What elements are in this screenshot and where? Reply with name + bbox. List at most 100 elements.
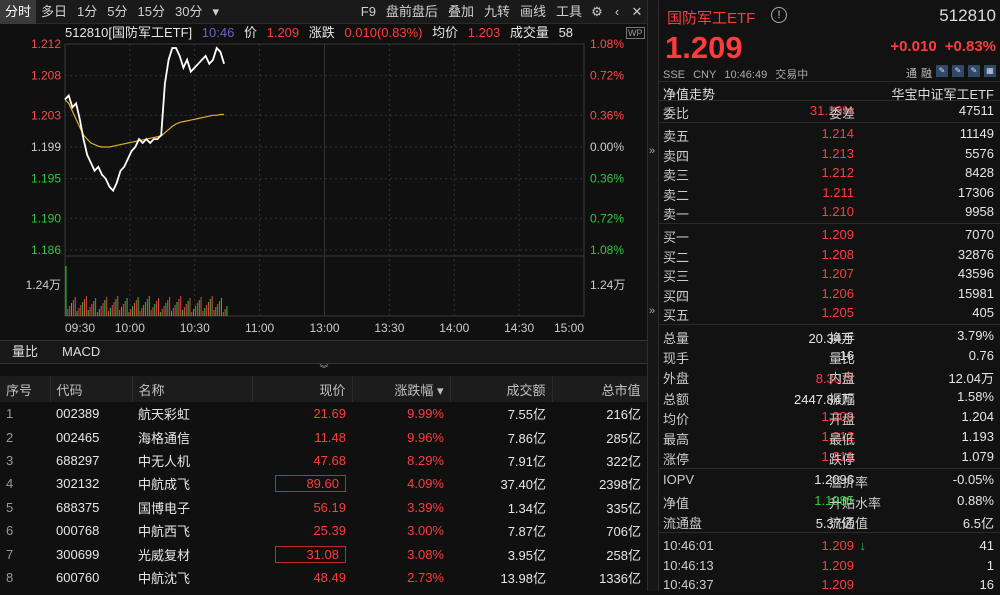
stat-value: -0.05% bbox=[952, 472, 994, 488]
chevron-down-icon[interactable]: ▾ bbox=[212, 3, 219, 19]
f9-button[interactable]: F9 bbox=[360, 3, 376, 19]
cell-code: 000768 bbox=[50, 519, 132, 542]
edit-icon[interactable]: ✎ bbox=[936, 65, 948, 77]
cell-cap: 258亿 bbox=[552, 542, 647, 565]
x-tick-label: 14:00 bbox=[439, 321, 469, 335]
col-cap[interactable]: 总市值 bbox=[552, 376, 648, 402]
tab-multiday[interactable]: 多日 bbox=[41, 3, 68, 19]
cell-change-pct: 9.99% bbox=[352, 402, 450, 425]
ask-level-row: 卖三 1.212 8428 bbox=[659, 163, 1000, 183]
overlay-button[interactable]: 叠加 bbox=[447, 3, 474, 19]
nav-trend-link[interactable]: 净值走势 bbox=[663, 87, 716, 102]
cell-amount: 7.55亿 bbox=[450, 402, 552, 425]
stat-value: 1.193 bbox=[961, 429, 994, 444]
pre-post-market-button[interactable]: 盘前盘后 bbox=[385, 3, 438, 19]
cell-no: 4 bbox=[0, 472, 50, 495]
tab-intraday[interactable]: 分时 bbox=[0, 0, 37, 24]
bid-label: 买四 bbox=[663, 288, 690, 304]
cell-change-pct-text: 3.00% bbox=[407, 523, 444, 539]
tools-button[interactable]: 工具 bbox=[555, 3, 582, 19]
indicator-tabs: 量比 MACD bbox=[0, 340, 647, 364]
volume-axis-label: 1.24万 bbox=[26, 278, 61, 292]
index-name[interactable]: 华宝中证军工ETF bbox=[891, 87, 994, 102]
close-icon[interactable]: ✕ bbox=[631, 3, 643, 19]
nine-turn-button[interactable]: 九转 bbox=[483, 3, 510, 19]
cell-no-text: 1 bbox=[6, 406, 14, 422]
cell-amount-text: 3.95亿 bbox=[507, 547, 546, 563]
col-name[interactable]: 名称 bbox=[132, 376, 253, 402]
quote-row: 总额 2447.84万 振幅 1.58% bbox=[659, 387, 1000, 407]
edit-icon[interactable]: ✎ bbox=[968, 65, 980, 77]
cell-code-text: 688297 bbox=[56, 452, 100, 468]
quote-row: 均价 1.203 开盘 1.204 bbox=[659, 407, 1000, 427]
trading-status: 交易中 bbox=[775, 69, 809, 81]
cell-change-pct: 3.08% bbox=[352, 542, 450, 565]
expand-icon[interactable]: » bbox=[649, 305, 656, 317]
cell-amount: 3.95亿 bbox=[450, 542, 552, 565]
stat-label: 外盘 bbox=[663, 371, 690, 387]
cell-code-text: 688375 bbox=[56, 499, 100, 515]
price-change: +0.010 +0.83% bbox=[882, 38, 996, 55]
tab-1min[interactable]: 1分 bbox=[77, 3, 98, 19]
tab-macd[interactable]: MACD bbox=[62, 344, 101, 359]
col-amount[interactable]: 成交额 bbox=[450, 376, 553, 402]
table-row[interactable]: 3 688297 中无人机 47.68 8.29% 7.91亿 322亿 bbox=[0, 449, 647, 472]
ask-level-row: 卖一 1.210 9958 bbox=[659, 202, 1000, 222]
tick-price: 1.209 bbox=[821, 557, 854, 573]
ask-price: 1.210 bbox=[821, 204, 854, 220]
tick-volume: 1 bbox=[986, 557, 994, 573]
security-name[interactable]: 国防军工ETF bbox=[667, 10, 756, 27]
cell-cap-text: 335亿 bbox=[606, 500, 641, 516]
divider-line bbox=[659, 532, 1000, 533]
expand-icon[interactable]: » bbox=[649, 145, 656, 157]
chart-time: 10:46 bbox=[201, 25, 235, 40]
edit-icon[interactable]: ✎ bbox=[952, 65, 964, 77]
table-row[interactable]: 7 300699 光威复材 31.08 3.08% 3.95亿 258亿 bbox=[0, 542, 647, 565]
wp-badge[interactable]: WP bbox=[626, 27, 645, 39]
intraday-chart[interactable]: 1.212 1.08% 1.208 0.72% 1.203 0.36% 1.199 0.00%… bbox=[0, 24, 647, 340]
col-price[interactable]: 现价 bbox=[252, 376, 353, 402]
table-row[interactable]: 8 600760 中航沈飞 48.49 2.73% 13.98亿 1336亿 bbox=[0, 566, 647, 589]
panel-icons: 通 融 ✎ ✎ ✎ ▦ bbox=[906, 65, 996, 81]
info-icon[interactable]: ! bbox=[771, 7, 787, 23]
tab-15min[interactable]: 15分 bbox=[137, 3, 165, 19]
gear-icon[interactable]: ⚙ bbox=[591, 3, 603, 19]
table-row[interactable]: 2 002465 海格通信 11.48 9.96% 7.86亿 285亿 bbox=[0, 425, 647, 448]
col-change-pct[interactable]: 涨跌幅 ▾ bbox=[352, 376, 451, 402]
ask-level-row: 卖五 1.214 11149 bbox=[659, 124, 1000, 144]
tab-30min[interactable]: 30分 bbox=[174, 3, 203, 19]
col-code[interactable]: 代码 bbox=[50, 376, 133, 402]
cell-change-pct: 3.39% bbox=[352, 496, 450, 519]
cell-price-text: 47.68 bbox=[313, 452, 346, 468]
stat-value: 1.212 bbox=[821, 429, 854, 444]
cell-amount-text: 7.86亿 bbox=[507, 430, 546, 446]
table-row[interactable]: 5 688375 国博电子 56.19 3.39% 1.34亿 335亿 bbox=[0, 496, 647, 519]
tab-volume-ratio[interactable]: 量比 bbox=[12, 344, 39, 359]
y-right-tick-label: 0.72% bbox=[590, 211, 624, 225]
volume-axis-label-right: 1.24万 bbox=[590, 278, 625, 292]
cell-price: 25.39 bbox=[252, 519, 352, 542]
price-line bbox=[64, 46, 225, 193]
tab-5min[interactable]: 5分 bbox=[107, 3, 128, 19]
cell-no-text: 2 bbox=[6, 429, 14, 445]
quote-row: 总量 20.34万 换手 3.79% bbox=[659, 326, 1000, 346]
cell-no-text: 8 bbox=[6, 569, 14, 585]
divider-line bbox=[659, 468, 1000, 470]
ask-label: 卖一 bbox=[663, 207, 690, 223]
draw-line-button[interactable]: 画线 bbox=[519, 3, 546, 19]
x-tick-label: 15:00 bbox=[554, 321, 584, 335]
table-row[interactable]: 6 000768 中航西飞 25.39 3.00% 7.87亿 706亿 bbox=[0, 519, 647, 542]
grid-icon[interactable]: ▦ bbox=[984, 65, 996, 77]
cell-name-text: 光威复材 bbox=[138, 547, 191, 563]
panel-divider[interactable]: » » bbox=[647, 0, 659, 591]
weicha-value: 47511 bbox=[958, 103, 994, 118]
tick-time: 10:46:13 bbox=[663, 557, 714, 573]
table-row[interactable]: 4 302132 中航成飞 89.60 4.09% 37.40亿 2398亿 bbox=[0, 472, 647, 495]
ask-level-row: 卖四 1.213 5576 bbox=[659, 144, 1000, 164]
bid-volume: 32876 bbox=[957, 246, 994, 262]
chevron-left-icon[interactable]: ‹ bbox=[614, 4, 620, 19]
stat-label: 流通值 bbox=[829, 515, 869, 531]
table-row[interactable]: 1 002389 航天彩虹 21.69 9.99% 7.55亿 216亿 bbox=[0, 402, 647, 425]
chevron-down-icon[interactable]: ︾ bbox=[319, 364, 329, 374]
col-no[interactable]: 序号 bbox=[0, 376, 51, 402]
